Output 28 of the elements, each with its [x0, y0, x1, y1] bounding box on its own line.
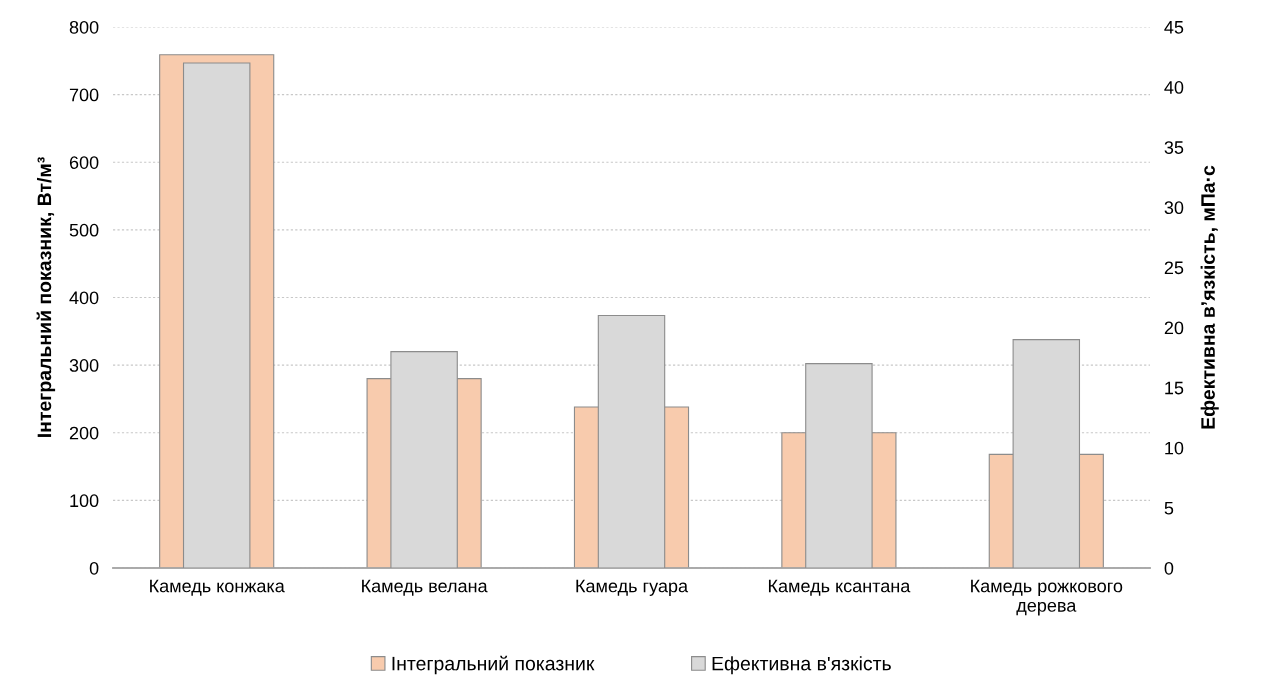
y2-tick-label: 20 — [1164, 321, 1184, 335]
y2-tick-label: 30 — [1164, 201, 1184, 215]
y2-axis-title: Ефективна в’язкість, мПа·с — [1200, 165, 1219, 429]
y-tick-label: 700 — [69, 88, 99, 102]
y-tick-label: 800 — [69, 20, 99, 34]
y2-tick-label: 40 — [1164, 81, 1184, 94]
x-tick-label: Камедь ксантана — [768, 579, 911, 596]
y2-tick-label: 15 — [1165, 381, 1184, 395]
x-tick-label: Камедь велана — [362, 579, 488, 596]
y-tick-label: 0 — [89, 561, 99, 575]
y2-tick-label: 25 — [1164, 261, 1184, 275]
y-tick-label: 200 — [69, 426, 99, 440]
y2-tick-label: 45 — [1164, 21, 1184, 34]
x-tick-label: Камедь конжака — [150, 579, 285, 596]
legend-label: Ефективна в'язкість — [712, 656, 891, 675]
y-tick-label: 100 — [70, 494, 99, 508]
y2-tick-label: 35 — [1164, 141, 1184, 154]
x-tick-label: Камедь гуара — [576, 579, 689, 596]
x-tick-label: Камедь рожкового дерева — [971, 579, 1123, 616]
y2-tick-label: 0 — [1164, 561, 1174, 575]
y2-tick-label: 10 — [1165, 441, 1184, 455]
legend-label: Інтегральний показник — [392, 655, 595, 675]
y-tick-label: 400 — [69, 291, 99, 305]
y-tick-label: 600 — [69, 156, 99, 169]
y-tick-label: 500 — [69, 223, 99, 237]
y-tick-label: 300 — [69, 359, 99, 372]
y2-tick-label: 5 — [1164, 502, 1174, 515]
y-axis-title: Інтегральний показник, Вт/м³ — [36, 157, 56, 437]
